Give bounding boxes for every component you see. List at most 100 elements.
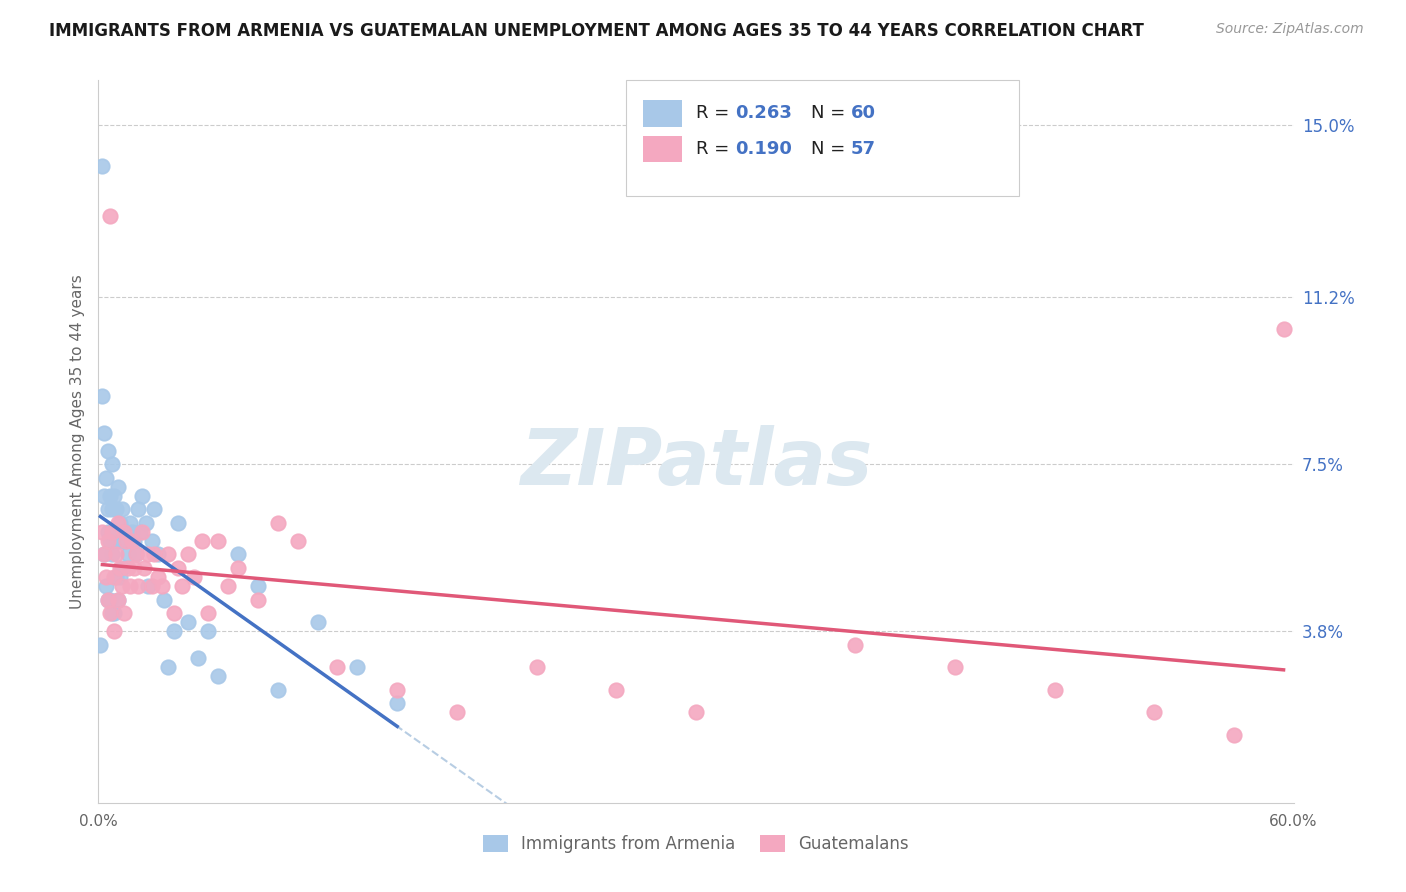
Point: [157, 548, 180, 562]
Point: [98, 606, 122, 620]
Point: [134, 561, 156, 575]
Point: [107, 516, 129, 530]
Point: [112, 533, 135, 548]
Point: [117, 561, 139, 575]
Point: [96, 471, 118, 485]
Point: [131, 489, 153, 503]
Point: [103, 624, 125, 639]
Point: [91, 159, 114, 173]
Text: N =: N =: [811, 104, 851, 122]
Point: [93, 489, 115, 503]
Point: [112, 606, 135, 620]
Point: [177, 548, 200, 562]
Point: [167, 561, 190, 575]
Point: [101, 524, 124, 539]
Point: [163, 606, 186, 620]
Point: [105, 502, 128, 516]
Point: [93, 425, 115, 440]
Point: [97, 443, 120, 458]
Point: [115, 533, 138, 548]
Point: [150, 579, 173, 593]
Point: [187, 651, 209, 665]
Point: [167, 516, 190, 530]
Text: N =: N =: [811, 140, 851, 158]
Point: [89, 638, 111, 652]
Point: [385, 682, 409, 697]
Point: [197, 606, 219, 620]
Point: [101, 606, 124, 620]
Point: [110, 561, 132, 575]
Point: [125, 548, 148, 562]
Point: [129, 524, 152, 539]
Point: [117, 548, 139, 562]
Text: Source: ZipAtlas.com: Source: ZipAtlas.com: [1216, 22, 1364, 37]
Point: [844, 638, 866, 652]
Point: [136, 579, 159, 593]
Text: ZIPatlas: ZIPatlas: [520, 425, 872, 501]
Point: [191, 533, 214, 548]
Point: [107, 592, 129, 607]
Text: R =: R =: [696, 104, 735, 122]
Point: [127, 502, 149, 516]
Point: [246, 592, 269, 607]
Point: [207, 669, 229, 683]
Point: [93, 548, 115, 562]
Point: [605, 682, 627, 697]
Point: [97, 533, 120, 548]
Point: [346, 660, 368, 674]
Point: [163, 624, 186, 639]
Point: [226, 548, 249, 562]
Point: [136, 548, 159, 562]
Point: [111, 502, 134, 516]
Legend: Immigrants from Armenia, Guatemalans: Immigrants from Armenia, Guatemalans: [477, 828, 915, 860]
Point: [97, 502, 120, 516]
Point: [91, 524, 114, 539]
Point: [127, 579, 149, 593]
Point: [103, 533, 125, 548]
Point: [135, 516, 157, 530]
Point: [125, 548, 148, 562]
Point: [143, 502, 166, 516]
Point: [96, 579, 118, 593]
Point: [526, 660, 548, 674]
Point: [101, 457, 124, 471]
Point: [143, 548, 166, 562]
Text: IMMIGRANTS FROM ARMENIA VS GUATEMALAN UNEMPLOYMENT AMONG AGES 35 TO 44 YEARS COR: IMMIGRANTS FROM ARMENIA VS GUATEMALAN UN…: [49, 22, 1144, 40]
Point: [98, 209, 122, 223]
Point: [307, 615, 329, 630]
Point: [172, 579, 194, 593]
Point: [120, 579, 142, 593]
Point: [103, 570, 125, 584]
Point: [943, 660, 966, 674]
Point: [157, 660, 180, 674]
Point: [107, 533, 129, 548]
Point: [121, 533, 143, 548]
Point: [246, 579, 269, 593]
Point: [111, 561, 134, 575]
Point: [131, 524, 153, 539]
Point: [110, 516, 132, 530]
Point: [101, 502, 124, 516]
Point: [1223, 728, 1246, 742]
Point: [97, 524, 120, 539]
Point: [446, 706, 468, 720]
Point: [1043, 682, 1066, 697]
Point: [124, 533, 146, 548]
Point: [267, 516, 290, 530]
Text: 0.190: 0.190: [735, 140, 792, 158]
Point: [112, 524, 135, 539]
Point: [385, 697, 409, 711]
Point: [103, 489, 125, 503]
Point: [207, 533, 229, 548]
Point: [101, 548, 124, 562]
Y-axis label: Unemployment Among Ages 35 to 44 years: Unemployment Among Ages 35 to 44 years: [69, 274, 84, 609]
Point: [98, 489, 122, 503]
Point: [197, 624, 219, 639]
Point: [103, 606, 125, 620]
Point: [120, 516, 142, 530]
Point: [183, 570, 205, 584]
Point: [685, 706, 707, 720]
Point: [226, 561, 249, 575]
Text: 57: 57: [851, 140, 876, 158]
Point: [153, 592, 176, 607]
